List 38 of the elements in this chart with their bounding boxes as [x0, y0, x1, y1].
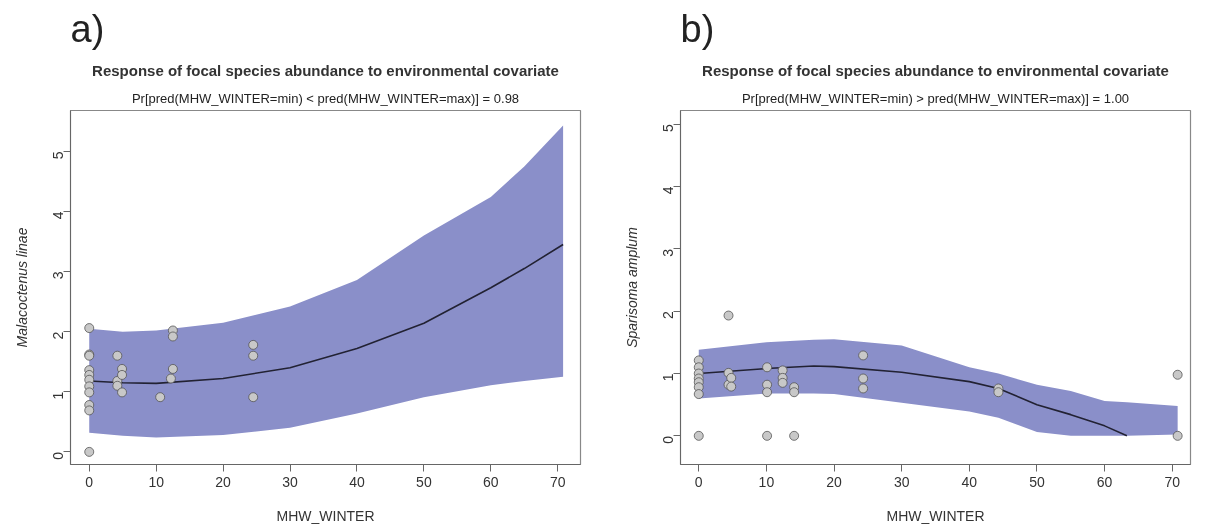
- x-tick-label: 20: [826, 473, 843, 490]
- x-tick-label: 40: [961, 473, 978, 490]
- x-tick-label: 0: [85, 473, 94, 490]
- y-tick-label: 2: [50, 331, 67, 340]
- x-axis-title: MHW_WINTER: [276, 507, 375, 524]
- y-tick-label: 0: [660, 435, 677, 444]
- chart-title: Response of focal species abundance to environmental covariate: [92, 61, 559, 79]
- chart-subtitle: Pr[pred(MHW_WINTER=min) > pred(MHW_WINTER=max)] = 1.00: [741, 90, 1130, 106]
- x-tick-label: 30: [282, 473, 299, 490]
- x-tick-label: 50: [416, 473, 432, 490]
- x-tick-label: 70: [549, 473, 566, 490]
- x-tick-label: 50: [1029, 473, 1045, 490]
- x-tick-label: 60: [483, 473, 499, 490]
- y-axis-title: Sparisoma amplum: [623, 226, 640, 348]
- y-tick-label: 1: [50, 391, 67, 400]
- text: b): [680, 7, 715, 50]
- y-tick-label: 0: [50, 451, 67, 460]
- chart-title: Response of focal species abundance to environmental covariate: [702, 61, 1169, 79]
- y-tick-label: 5: [660, 124, 677, 132]
- x-tick-label: 10: [148, 473, 165, 490]
- x-tick-label: 20: [215, 473, 232, 490]
- y-tick-label: 3: [660, 248, 677, 257]
- chart-subtitle: Pr[pred(MHW_WINTER=min) < pred(MHW_WINTER=max)] = 0.98: [131, 90, 520, 106]
- y-tick-label: 3: [50, 271, 67, 280]
- y-tick-label: 4: [50, 211, 67, 220]
- y-axis-title: Malacoctenus linae: [13, 227, 30, 348]
- x-tick-label: 30: [893, 473, 910, 490]
- y-tick-label: 1: [660, 373, 677, 382]
- x-tick-label: 10: [758, 473, 775, 490]
- y-tick-label: 2: [660, 310, 677, 319]
- x-tick-label: 70: [1164, 473, 1181, 490]
- y-tick-label: 5: [50, 151, 67, 160]
- text: a): [70, 7, 105, 50]
- x-axis-title: MHW_WINTER: [886, 507, 985, 524]
- x-tick-label: 60: [1096, 473, 1113, 490]
- x-tick-label: 0: [694, 473, 703, 490]
- x-tick-label: 40: [349, 473, 365, 490]
- y-tick-label: 4: [660, 186, 677, 195]
